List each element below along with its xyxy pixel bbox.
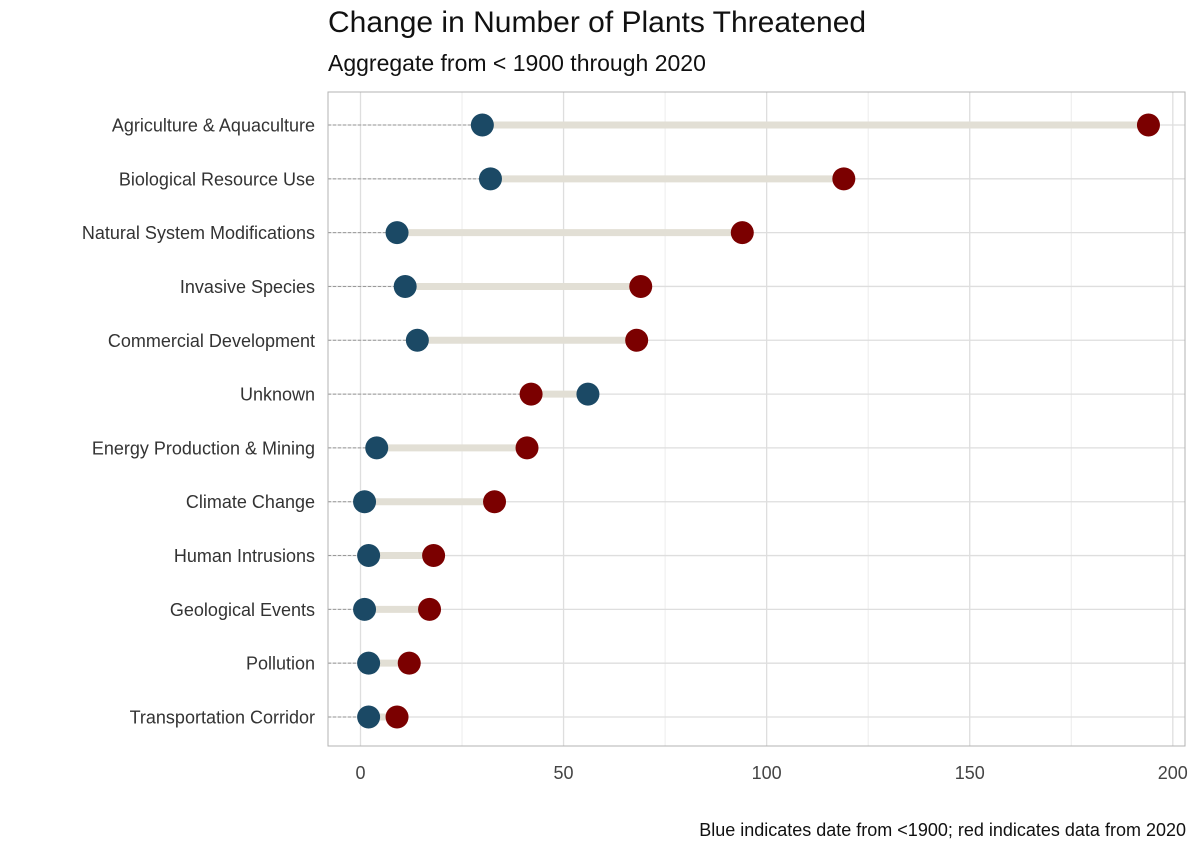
point-1900 xyxy=(576,382,600,406)
point-2020 xyxy=(629,274,653,298)
point-2020 xyxy=(483,490,507,514)
point-1900 xyxy=(385,221,409,245)
category-label: Transportation Corridor xyxy=(130,708,315,728)
plot-panel-border xyxy=(327,91,1186,747)
point-2020 xyxy=(519,382,543,406)
category-label: Commercial Development xyxy=(108,331,315,351)
point-1900 xyxy=(357,651,381,675)
point-1900 xyxy=(357,544,381,568)
point-1900 xyxy=(353,597,377,621)
category-label: Agriculture & Aquaculture xyxy=(112,116,315,136)
chart-subtitle: Aggregate from < 1900 through 2020 xyxy=(328,50,706,76)
category-label: Energy Production & Mining xyxy=(92,438,315,458)
point-2020 xyxy=(515,436,539,460)
category-label: Human Intrusions xyxy=(174,546,315,566)
point-2020 xyxy=(1136,113,1160,137)
category-label: Biological Resource Use xyxy=(119,169,315,189)
x-tick-label: 100 xyxy=(752,763,782,783)
point-1900 xyxy=(393,274,417,298)
chart-caption: Blue indicates date from <1900; red indi… xyxy=(699,820,1186,840)
x-tick-label: 50 xyxy=(554,763,574,783)
chart-title: Change in Number of Plants Threatened xyxy=(328,6,867,39)
point-2020 xyxy=(385,705,409,729)
category-label: Invasive Species xyxy=(180,277,315,297)
point-2020 xyxy=(422,544,446,568)
dumbbell-segments xyxy=(364,121,1149,721)
point-2020 xyxy=(832,167,856,191)
point-1900 xyxy=(470,113,494,137)
category-label: Pollution xyxy=(246,654,315,674)
x-axis-ticks: 0 50 100 150 200 xyxy=(355,763,1187,783)
x-tick-label: 200 xyxy=(1158,763,1188,783)
category-leaders xyxy=(328,124,532,718)
category-label: Unknown xyxy=(240,385,315,405)
point-1900 xyxy=(405,328,429,352)
category-label: Natural System Modifications xyxy=(82,223,315,243)
point-2020 xyxy=(730,221,754,245)
point-2020 xyxy=(397,651,421,675)
category-label: Geological Events xyxy=(170,600,315,620)
category-label: Climate Change xyxy=(186,492,315,512)
point-1900 xyxy=(357,705,381,729)
point-1900 xyxy=(365,436,389,460)
point-2020 xyxy=(418,597,442,621)
point-1900 xyxy=(353,490,377,514)
category-labels: Agriculture & Aquaculture Biological Reso… xyxy=(82,116,315,728)
x-tick-label: 0 xyxy=(355,763,365,783)
x-tick-label: 150 xyxy=(955,763,985,783)
dumbbell-points xyxy=(353,113,1160,729)
grid-lines xyxy=(328,92,1185,746)
point-1900 xyxy=(478,167,502,191)
point-2020 xyxy=(625,328,649,352)
